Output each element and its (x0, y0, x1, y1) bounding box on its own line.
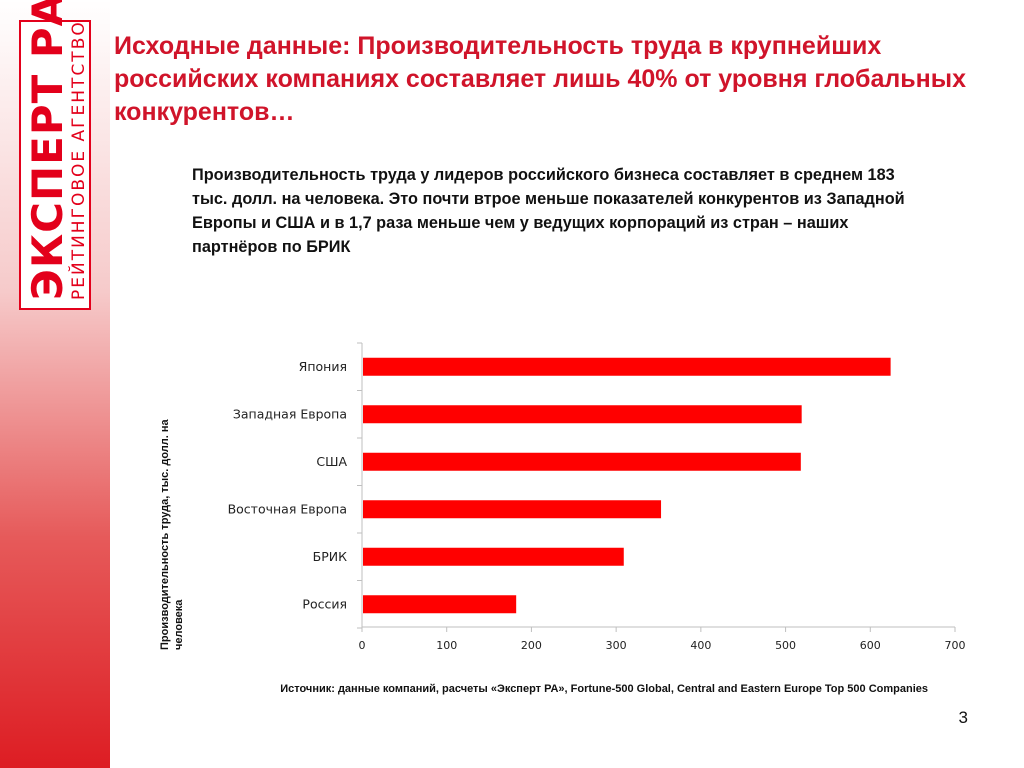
chart-x-tick-label: 400 (690, 639, 711, 652)
source-note: Источник: данные компаний, расчеты «Эксп… (280, 683, 928, 695)
logo-sub-text: РЕЙТИНГОВОЕ АГЕНТСТВО (69, 20, 89, 300)
chart-bar (363, 357, 891, 376)
slide-title: Исходные данные: Производительность труд… (114, 32, 966, 126)
chart-category-label: Япония (299, 359, 347, 374)
chart-x-tick-label: 500 (775, 639, 796, 652)
chart-bar (363, 595, 517, 614)
logo-main-text: ЭКСПЕРТ РА (23, 0, 72, 300)
chart-x-tick-label: 600 (860, 639, 881, 652)
page-number: 3 (958, 708, 968, 727)
chart-category-label: БРИК (313, 549, 347, 564)
chart-category-label: США (316, 454, 347, 469)
chart-x-tick-label: 100 (436, 639, 457, 652)
intro-paragraph: Производительность труда у лидеров росси… (192, 166, 905, 256)
chart-bar (363, 452, 801, 471)
chart-x-tick-label: 300 (606, 639, 627, 652)
chart-category-label: Западная Европа (233, 406, 347, 421)
chart-x-tick-label: 700 (945, 639, 966, 652)
labor-productivity-chart: Япония Западная Европа США Восточная Европа… (228, 342, 966, 652)
chart-x-tick-label: 200 (521, 639, 542, 652)
chart-bar (363, 405, 802, 424)
chart-category-label: Восточная Европа (228, 501, 347, 516)
chart-category-label: Россия (302, 596, 347, 611)
chart-x-tick-label: 0 (359, 639, 366, 652)
chart-bar (363, 500, 662, 519)
chart-bar (363, 547, 624, 566)
expert-ra-logo: ЭКСПЕРТ РА РЕЙТИНГОВОЕ АГЕНТСТВО (19, 0, 91, 310)
